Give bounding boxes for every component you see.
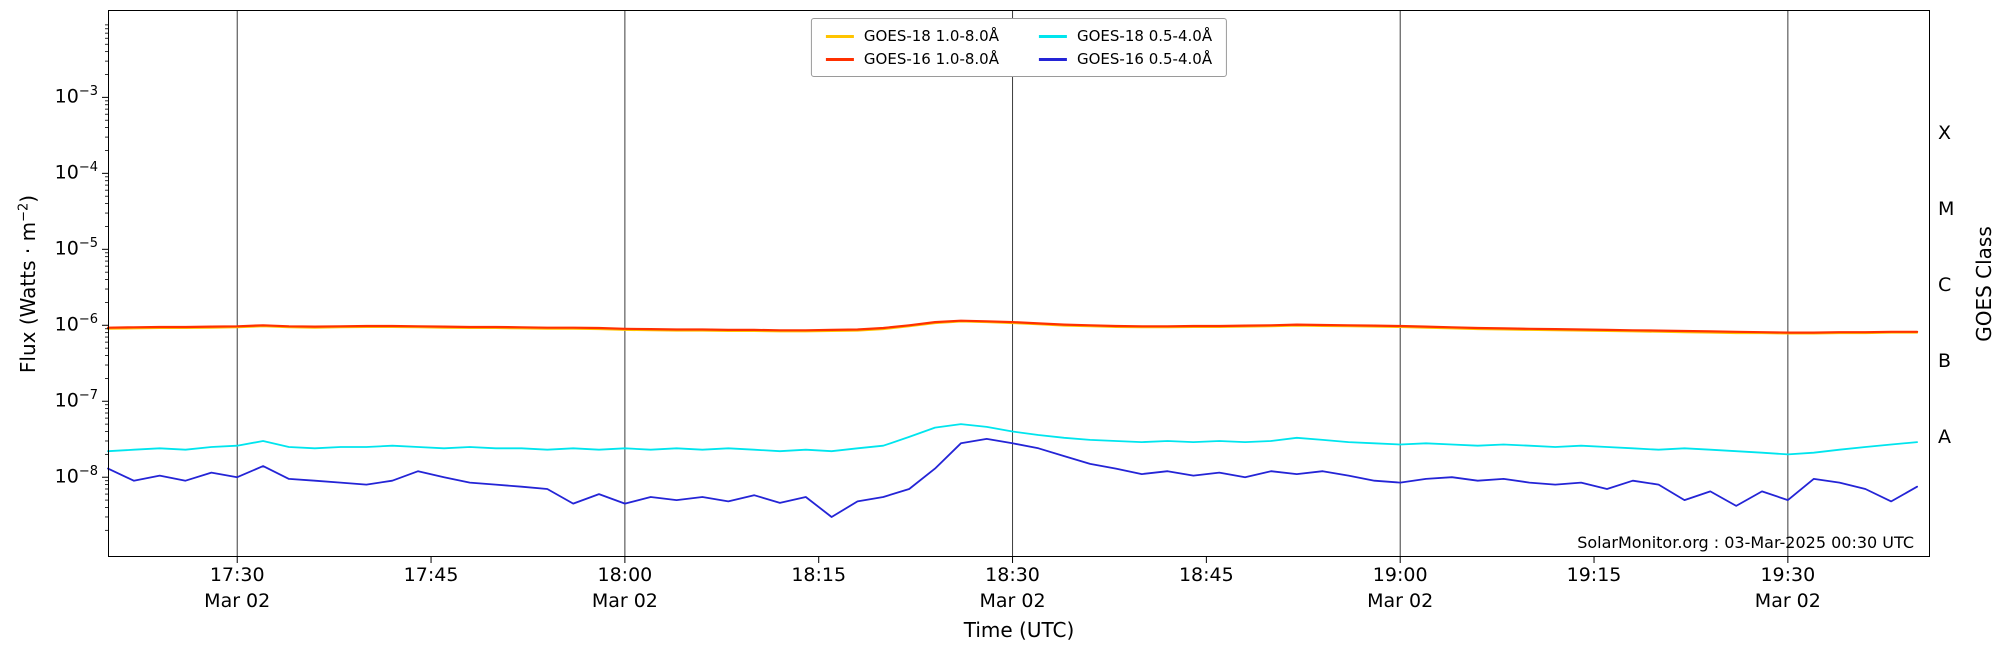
y-tick-exponent: −8: [78, 464, 98, 480]
x-tick-label: 18:15: [749, 563, 889, 589]
legend-item: GOES-16 1.0-8.0Å: [825, 50, 999, 68]
legend-label: GOES-18 0.5-4.0Å: [1077, 27, 1213, 45]
goes-class-label: X: [1938, 122, 1952, 145]
x-tick-label: 17:30 Mar 02: [167, 563, 307, 614]
y-axis-label-close: ): [16, 194, 40, 203]
legend-swatch: [1039, 57, 1067, 61]
y-tick-base: 10: [54, 85, 79, 108]
y-tick-exponent: −4: [78, 160, 98, 176]
x-tick-date: Mar 02: [1367, 589, 1434, 612]
credit-text: SolarMonitor.org : 03-Mar-2025 00:30 UTC: [1577, 533, 1914, 552]
x-axis-label: Time (UTC): [963, 618, 1075, 642]
y-tick-label: 10−5: [0, 237, 98, 258]
y-tick-label: 10−7: [0, 389, 98, 410]
legend-label: GOES-18 1.0-8.0Å: [863, 27, 999, 45]
x-tick-time: 18:00: [597, 564, 653, 586]
x-tick-date: Mar 02: [204, 589, 271, 612]
legend-swatch: [1039, 34, 1067, 38]
legend-label: GOES-16 0.5-4.0Å: [1077, 50, 1213, 68]
plot-area: GOES-18 1.0-8.0Å GOES-16 1.0-8.0Å GOES-18 …: [102, 10, 1930, 563]
y-tick-label: 10−3: [0, 85, 98, 106]
y-tick-exponent: −5: [78, 236, 98, 252]
goes-class-label: M: [1938, 198, 1955, 221]
legend-item: GOES-16 0.5-4.0Å: [1039, 50, 1212, 68]
x-tick-time: 19:15: [1566, 564, 1622, 586]
legend-swatch: [825, 57, 854, 61]
legend-swatch: [825, 34, 854, 38]
x-tick-time: 17:45: [403, 564, 459, 586]
y-tick-base: 10: [54, 313, 79, 336]
x-tick-time: 19:00: [1372, 564, 1428, 586]
y-tick-label: 10−4: [0, 161, 98, 182]
x-tick-time: 18:45: [1178, 564, 1234, 586]
y-tick-base: 10: [54, 161, 79, 184]
x-tick-date: Mar 02: [591, 589, 658, 612]
series-line-2: [107, 423, 1918, 456]
legend-item: GOES-18 1.0-8.0Å: [825, 27, 999, 45]
right-axis-label: GOES Class: [1972, 226, 1996, 342]
series-line-3: [107, 437, 1918, 518]
legend-item: GOES-18 0.5-4.0Å: [1039, 27, 1212, 45]
y-tick-base: 10: [54, 237, 79, 260]
chart-canvas: [102, 10, 1930, 563]
x-tick-date: Mar 02: [1754, 589, 1821, 612]
goes-class-label: C: [1938, 274, 1952, 297]
goes-class-label: A: [1938, 426, 1951, 449]
y-tick-exponent: −7: [78, 388, 98, 404]
x-tick-time: 19:30: [1760, 564, 1816, 586]
y-tick-base: 10: [54, 465, 79, 488]
y-axis-label: Flux (Watts · m−2): [16, 195, 40, 373]
y-tick-exponent: −3: [78, 84, 98, 100]
legend: GOES-18 1.0-8.0Å GOES-16 1.0-8.0Å GOES-18 …: [810, 18, 1228, 77]
legend-label: GOES-16 1.0-8.0Å: [863, 50, 999, 68]
x-tick-time: 18:15: [791, 564, 847, 586]
series-line-1: [106, 319, 1919, 334]
y-tick-label: 10−6: [0, 313, 98, 334]
plot-border: [108, 10, 1930, 557]
x-tick-time: 17:30: [209, 564, 265, 586]
y-tick-label: 10−8: [0, 465, 98, 486]
y-tick-exponent: −6: [78, 312, 98, 328]
x-tick-label: 19:30 Mar 02: [1718, 563, 1858, 614]
x-tick-label: 18:45: [1136, 563, 1276, 589]
x-tick-label: 18:00 Mar 02: [555, 563, 695, 614]
x-tick-label: 19:15: [1524, 563, 1664, 589]
y-tick-base: 10: [54, 389, 79, 412]
x-tick-time: 18:30: [985, 564, 1040, 586]
x-tick-label: 19:00 Mar 02: [1330, 563, 1470, 614]
x-tick-label: 18:30 Mar 02: [943, 563, 1083, 614]
x-tick-date: Mar 02: [979, 589, 1046, 612]
x-tick-label: 17:45: [361, 563, 501, 589]
goes-class-label: B: [1938, 350, 1952, 373]
y-axis-label-exponent: −2: [16, 202, 32, 222]
